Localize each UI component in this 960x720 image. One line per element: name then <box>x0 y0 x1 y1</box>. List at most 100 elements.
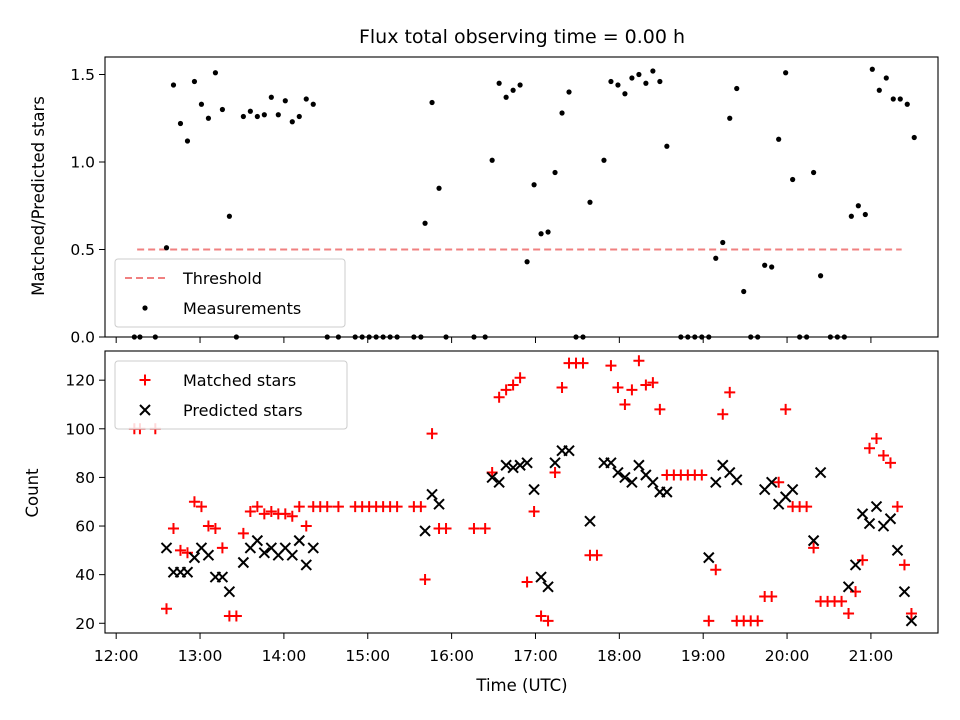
measurement-point <box>911 134 917 141</box>
bottom-y-tick-label: 80 <box>75 469 95 487</box>
matched-stars-point <box>654 403 666 415</box>
measurement-point <box>545 229 551 235</box>
matched-stars-point <box>528 505 540 517</box>
bottom-y-tick-label: 40 <box>75 566 95 584</box>
measurement-point <box>489 157 495 163</box>
chart-title: Flux total observing time = 0.00 h <box>359 26 685 48</box>
legend-measurement-swatch <box>142 305 148 311</box>
predicted-stars-point <box>626 476 638 488</box>
predicted-stars-point <box>863 517 876 530</box>
matched-stars-point <box>905 608 917 620</box>
predicted-stars-point <box>419 525 431 537</box>
measurement-point <box>622 91 628 97</box>
x-tick-label: 20:00 <box>765 647 810 665</box>
matched-stars-point <box>300 520 312 532</box>
matched-stars-point <box>279 508 291 520</box>
predicted-stars-point <box>307 542 319 554</box>
matched-stars-point <box>710 564 722 576</box>
measurement-point <box>254 113 260 120</box>
measurement-point <box>212 70 219 76</box>
matched-stars-point <box>160 603 172 615</box>
predicted-stars-point <box>786 483 799 496</box>
measurement-point <box>734 85 740 92</box>
measurement-point <box>552 169 558 176</box>
measurement-point <box>876 87 882 93</box>
measurement-point <box>713 255 719 261</box>
x-tick-label: 19:00 <box>681 647 726 665</box>
predicted-stars-point <box>710 476 722 488</box>
measurement-point <box>587 199 593 205</box>
matched-stars-point <box>857 554 869 566</box>
matched-stars-point <box>209 522 221 534</box>
measurement-point <box>636 71 642 78</box>
matched-stars-point <box>468 522 480 534</box>
predicted-stars-point <box>486 471 498 484</box>
predicted-stars-point <box>542 581 554 593</box>
predicted-stars-point <box>300 559 312 571</box>
matched-stars-point <box>244 505 256 517</box>
predicted-stars-point <box>563 444 575 457</box>
measurement-point <box>247 108 253 114</box>
matched-stars-point <box>293 501 305 513</box>
legend-matched-swatch <box>139 374 151 386</box>
matched-stars-point <box>619 398 631 410</box>
predicted-stars-point <box>433 498 445 510</box>
predicted-stars-point <box>661 486 673 498</box>
bottom-y-tick-label: 60 <box>75 518 95 536</box>
matched-stars-point <box>493 391 505 403</box>
matched-stars-point <box>415 501 427 513</box>
bottom-panel: Count 12:00 13:00 14:00 15:00 16:00 17:00 18:0… <box>23 350 939 665</box>
measurement-point <box>205 115 212 121</box>
matched-stars-point <box>877 450 889 462</box>
predicted-stars-point <box>884 513 897 525</box>
predicted-stars-point <box>619 471 631 484</box>
matched-stars-point <box>521 576 533 588</box>
measurement-point <box>629 75 635 81</box>
predicted-stars-point <box>528 483 540 496</box>
matched-stars-point <box>258 508 270 520</box>
measurement-point <box>191 78 198 85</box>
matched-stars-point <box>773 476 785 488</box>
matched-stars-point <box>419 574 431 586</box>
measurement-point <box>163 245 170 251</box>
measurement-point <box>848 213 854 219</box>
measurement-point <box>741 288 747 295</box>
measurement-point <box>524 259 530 265</box>
matched-stars-point <box>265 505 277 517</box>
predicted-stars-point <box>549 457 561 469</box>
matched-stars-point <box>202 520 214 532</box>
bottom-plot-area: 12:00 13:00 14:00 15:00 16:00 17:00 18:00 19:00… <box>65 350 939 665</box>
matched-stars-point <box>633 355 645 367</box>
predicted-stars-point <box>251 534 264 547</box>
matched-stars-point <box>535 610 547 622</box>
matched-stars-point <box>752 615 764 627</box>
measurement-point <box>282 98 288 104</box>
matched-stars-point <box>843 608 855 620</box>
matched-stars-point <box>167 522 179 534</box>
measurement-point <box>883 75 889 81</box>
bottom-y-tick-label: 100 <box>65 420 95 438</box>
matched-stars-point <box>286 510 298 522</box>
matched-stars-point <box>332 501 344 513</box>
predicted-stars-point <box>849 559 862 571</box>
measurement-point <box>904 101 910 107</box>
measurement-point <box>769 264 775 270</box>
predicted-stars-point <box>731 474 743 486</box>
measurement-point <box>720 239 726 246</box>
bottom-y-tick-label: 20 <box>75 615 95 633</box>
matched-stars-point <box>647 377 659 389</box>
measurement-point <box>615 82 621 88</box>
top-y-tick-label: 0.5 <box>70 241 95 259</box>
measurement-point <box>776 136 782 142</box>
predicted-stars-point <box>188 551 201 564</box>
predicted-stars-point <box>202 549 215 561</box>
measurement-point <box>862 211 868 218</box>
measurement-point <box>289 119 295 125</box>
x-tick-label: 15:00 <box>345 647 390 665</box>
matched-stars-point <box>426 428 438 440</box>
predicted-stars-point <box>493 476 505 488</box>
measurement-point <box>177 120 184 127</box>
legend-label: Predicted stars <box>183 401 303 420</box>
top-axes-frame <box>104 56 939 338</box>
matched-stars-point <box>251 501 263 513</box>
